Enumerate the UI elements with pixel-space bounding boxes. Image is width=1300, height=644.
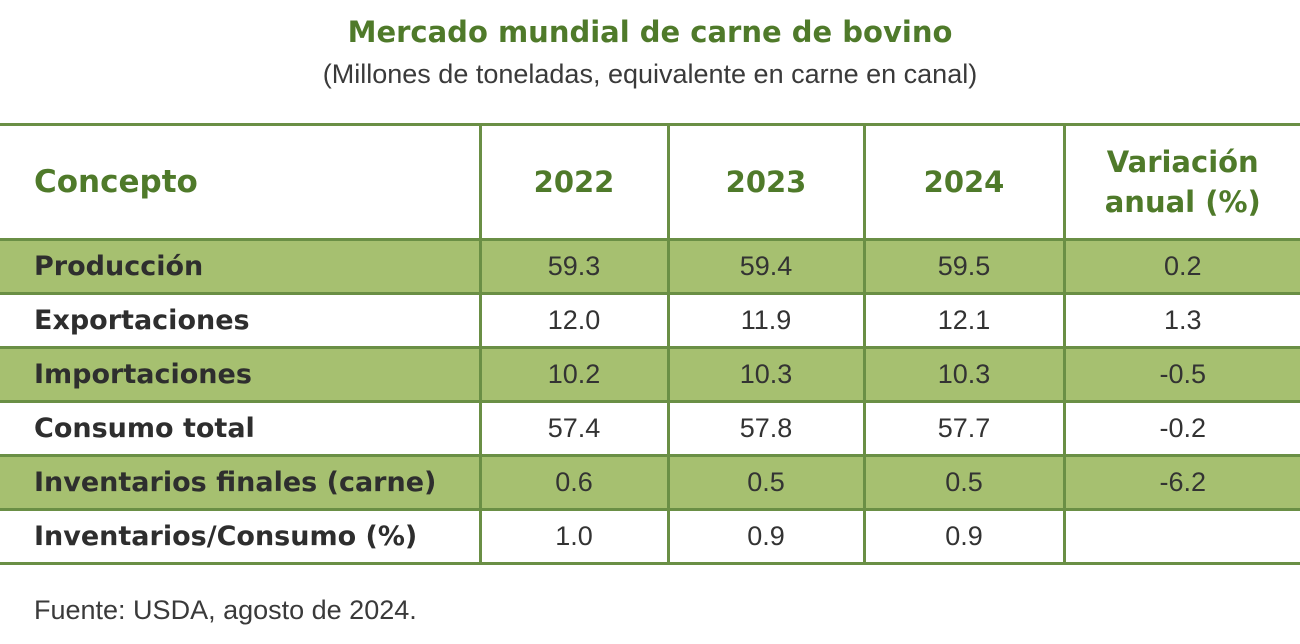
table-row: Inventarios finales (carne) 0.6 0.5 0.5 … [0, 454, 1300, 511]
table-subtitle: (Millones de toneladas, equivalente en c… [322, 59, 978, 89]
row-concept: Exportaciones [0, 292, 482, 349]
table-row: Consumo total 57.4 57.8 57.7 -0.2 [0, 400, 1300, 457]
header-2023: 2023 [666, 123, 866, 241]
cell-2023: 0.5 [666, 454, 866, 511]
cell-2022: 59.3 [478, 238, 670, 295]
row-concept: Consumo total [0, 400, 482, 457]
table-row: Inventarios/Consumo (%) 1.0 0.9 0.9 [0, 508, 1300, 565]
table-row: Exportaciones 12.0 11.9 12.1 1.3 [0, 292, 1300, 349]
beef-market-table: Concepto 2022 2023 2024 Variación anual … [0, 123, 1300, 565]
cell-2023: 0.9 [666, 508, 866, 565]
header-variacion: Variación anual (%) [1062, 123, 1300, 241]
row-concept: Inventarios/Consumo (%) [0, 508, 482, 565]
cell-2022: 12.0 [478, 292, 670, 349]
cell-2023: 59.4 [666, 238, 866, 295]
cell-2024: 0.5 [862, 454, 1066, 511]
table-row: Producción 59.3 59.4 59.5 0.2 [0, 238, 1300, 295]
cell-2022: 10.2 [478, 346, 670, 403]
header-2022: 2022 [478, 123, 670, 241]
cell-2024: 59.5 [862, 238, 1066, 295]
cell-variacion: -0.5 [1062, 346, 1300, 403]
cell-2023: 57.8 [666, 400, 866, 457]
header-2024: 2024 [862, 123, 1066, 241]
cell-2022: 0.6 [478, 454, 670, 511]
source-note: Fuente: USDA, agosto de 2024. [34, 595, 417, 625]
cell-2024: 10.3 [862, 346, 1066, 403]
cell-variacion: 1.3 [1062, 292, 1300, 349]
row-concept: Inventarios finales (carne) [0, 454, 482, 511]
table-title: Mercado mundial de carne de bovino [347, 15, 953, 49]
table-header-row: Concepto 2022 2023 2024 Variación anual … [0, 123, 1300, 241]
row-concept: Importaciones [0, 346, 482, 403]
cell-2024: 0.9 [862, 508, 1066, 565]
cell-variacion: -6.2 [1062, 454, 1300, 511]
cell-2022: 57.4 [478, 400, 670, 457]
cell-2023: 10.3 [666, 346, 866, 403]
cell-2024: 12.1 [862, 292, 1066, 349]
cell-2022: 1.0 [478, 508, 670, 565]
cell-variacion [1062, 508, 1300, 565]
cell-variacion: 0.2 [1062, 238, 1300, 295]
cell-2023: 11.9 [666, 292, 866, 349]
cell-2024: 57.7 [862, 400, 1066, 457]
cell-variacion: -0.2 [1062, 400, 1300, 457]
row-concept: Producción [0, 238, 482, 295]
table-row: Importaciones 10.2 10.3 10.3 -0.5 [0, 346, 1300, 403]
header-concepto: Concepto [0, 123, 482, 241]
